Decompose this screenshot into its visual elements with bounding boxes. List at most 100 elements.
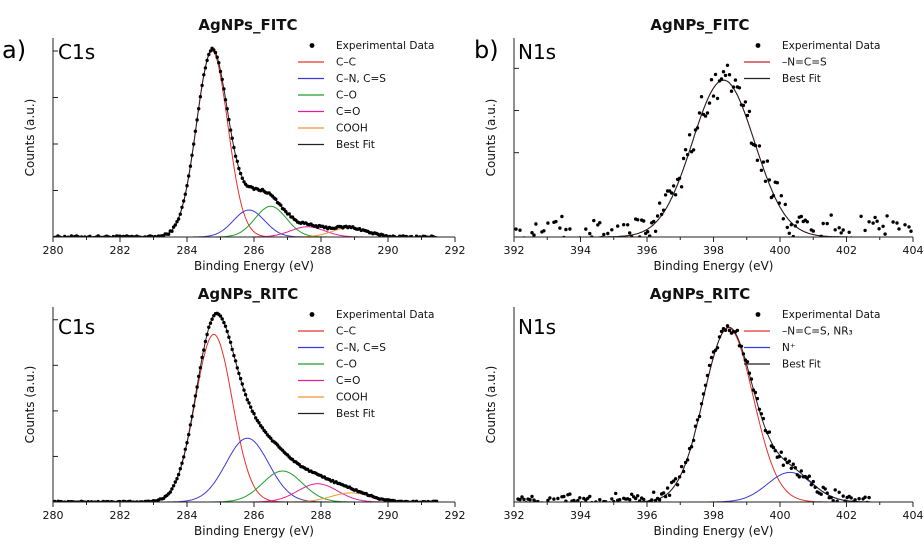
data-point [857,243,860,246]
data-point [195,118,199,122]
data-point [546,498,550,502]
data-point [210,317,214,321]
data-point [787,459,791,463]
data-point [673,193,678,197]
data-point [646,230,650,234]
data-point [711,94,716,98]
data-point [773,449,777,453]
legend-label: C–O [336,90,357,102]
data-point [237,371,241,376]
data-point [697,414,702,419]
data-point [665,486,670,490]
data-point [699,95,704,99]
data-point [170,229,174,233]
data-point [554,219,558,224]
data-point [175,477,179,481]
data-point [542,503,545,506]
data-point [556,238,559,241]
data-point [518,497,522,502]
legend-label: C=O [336,106,360,118]
data-point [771,194,776,198]
data-point [869,504,872,507]
x-tick-label: 292 [445,509,466,522]
data-point [598,221,602,225]
data-point [614,240,617,243]
data-point [703,383,708,387]
data-point [757,407,762,411]
data-point [188,164,193,168]
legend-label: Best Fit [782,73,821,85]
data-point [840,504,843,507]
data-point [230,347,234,352]
plot-area [514,63,913,255]
data-point [554,502,557,505]
data-point [170,487,174,491]
data-point [546,221,550,225]
data-point [743,100,748,104]
data-point [875,219,879,223]
data-point [681,469,686,474]
data-point [187,432,191,437]
data-point [618,239,621,242]
x-tick-label: 398 [703,509,724,522]
data-point [524,252,527,255]
panel-letter-b: b) [474,36,499,64]
x-tick-label: 402 [836,509,857,522]
data-point [885,214,889,218]
chart-title: AgNPs_FITC [198,16,297,34]
x-tick-label: 394 [570,509,591,522]
data-point [590,500,594,502]
data-point [789,223,793,227]
data-point [638,499,642,502]
data-point [855,237,858,240]
data-point [233,154,238,158]
x-tick-label: 398 [703,244,724,257]
x-tick-label: 286 [244,509,265,522]
plot-area [53,46,455,237]
data-point [653,229,658,233]
data-point [203,339,208,344]
x-tick-label: 404 [903,244,924,257]
data-point [182,199,186,203]
x-tick-label: 404 [903,509,924,522]
data-point [534,222,538,226]
data-point [254,416,258,420]
data-point [190,414,194,419]
data-point [642,497,646,502]
data-point [616,224,620,228]
data-point [636,494,640,498]
data-point [757,144,762,148]
data-point [197,374,201,379]
data-point [814,246,817,249]
data-point [528,241,531,244]
x-axis-label: Binding Energy (eV) [194,524,314,538]
legend-label: Best Fit [782,359,821,371]
data-point [719,329,724,334]
data-point [243,393,248,397]
x-axis-label: Binding Energy (eV) [654,524,774,538]
data-point [544,242,547,245]
legend-label: –N=C=S, NR₃ [782,326,853,338]
data-point [223,324,228,328]
data-point [208,321,213,325]
data-point [715,96,720,101]
data-point [233,359,238,363]
data-point [232,353,236,358]
data-point [741,352,746,356]
data-point [630,492,634,496]
data-point [709,355,714,360]
data-point [739,344,744,348]
data-point [215,55,219,59]
data-point [220,77,224,82]
data-point [202,73,206,77]
data-point [667,493,672,497]
data-point [661,491,666,495]
data-point [819,234,823,237]
x-tick-label: 280 [43,509,64,522]
data-point [771,445,776,450]
legend-label: N⁺ [782,342,795,354]
data-point [245,398,249,402]
data-point [176,472,181,477]
data-point [171,484,176,488]
